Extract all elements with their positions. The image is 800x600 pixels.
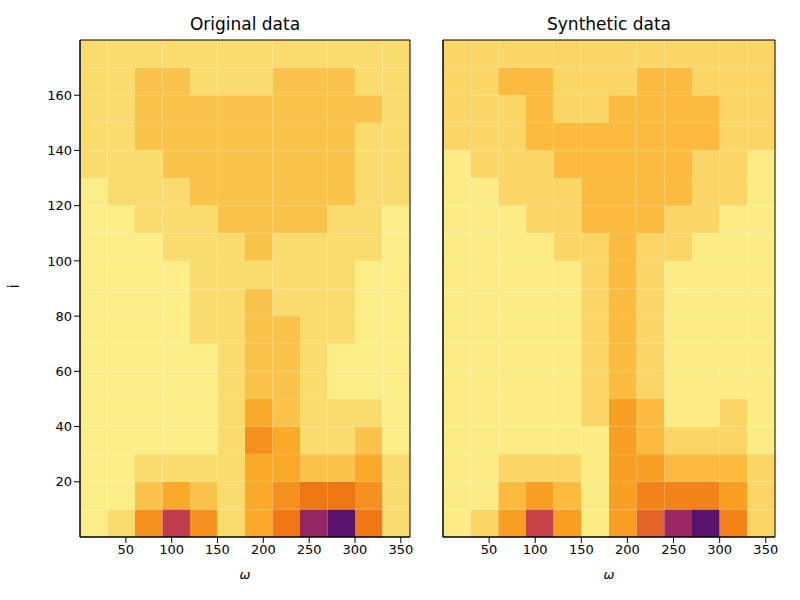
svg-text:i: i: [5, 284, 23, 288]
svg-text:60: 60: [55, 364, 72, 379]
svg-text:80: 80: [55, 309, 72, 324]
svg-text:160: 160: [47, 88, 72, 103]
svg-text:150: 150: [205, 542, 230, 557]
svg-text:ω: ω: [240, 567, 251, 582]
html-text:Synthetic data: Synthetic data: [547, 14, 671, 34]
svg-text:100: 100: [523, 542, 548, 557]
html-text:Original data: Original data: [189, 14, 301, 34]
svg-text:300: 300: [707, 542, 732, 557]
svg-text:120: 120: [47, 198, 72, 213]
svg-text:250: 250: [661, 542, 686, 557]
svg-text:100: 100: [159, 542, 184, 557]
svg-text:40: 40: [55, 419, 72, 434]
svg-text:200: 200: [251, 542, 276, 557]
svg-text:350: 350: [388, 542, 413, 557]
svg-text:100: 100: [47, 254, 72, 269]
svg-text:300: 300: [343, 542, 368, 557]
svg-text:150: 150: [569, 542, 594, 557]
svg-text:350: 350: [753, 542, 778, 557]
svg-text:200: 200: [615, 542, 640, 557]
svg-text:50: 50: [118, 542, 135, 557]
svg-text:140: 140: [47, 143, 72, 158]
svg-text:250: 250: [297, 542, 322, 557]
svg-text:50: 50: [481, 542, 498, 557]
svg-text:20: 20: [55, 474, 72, 489]
svg-text:ω: ω: [604, 567, 615, 582]
